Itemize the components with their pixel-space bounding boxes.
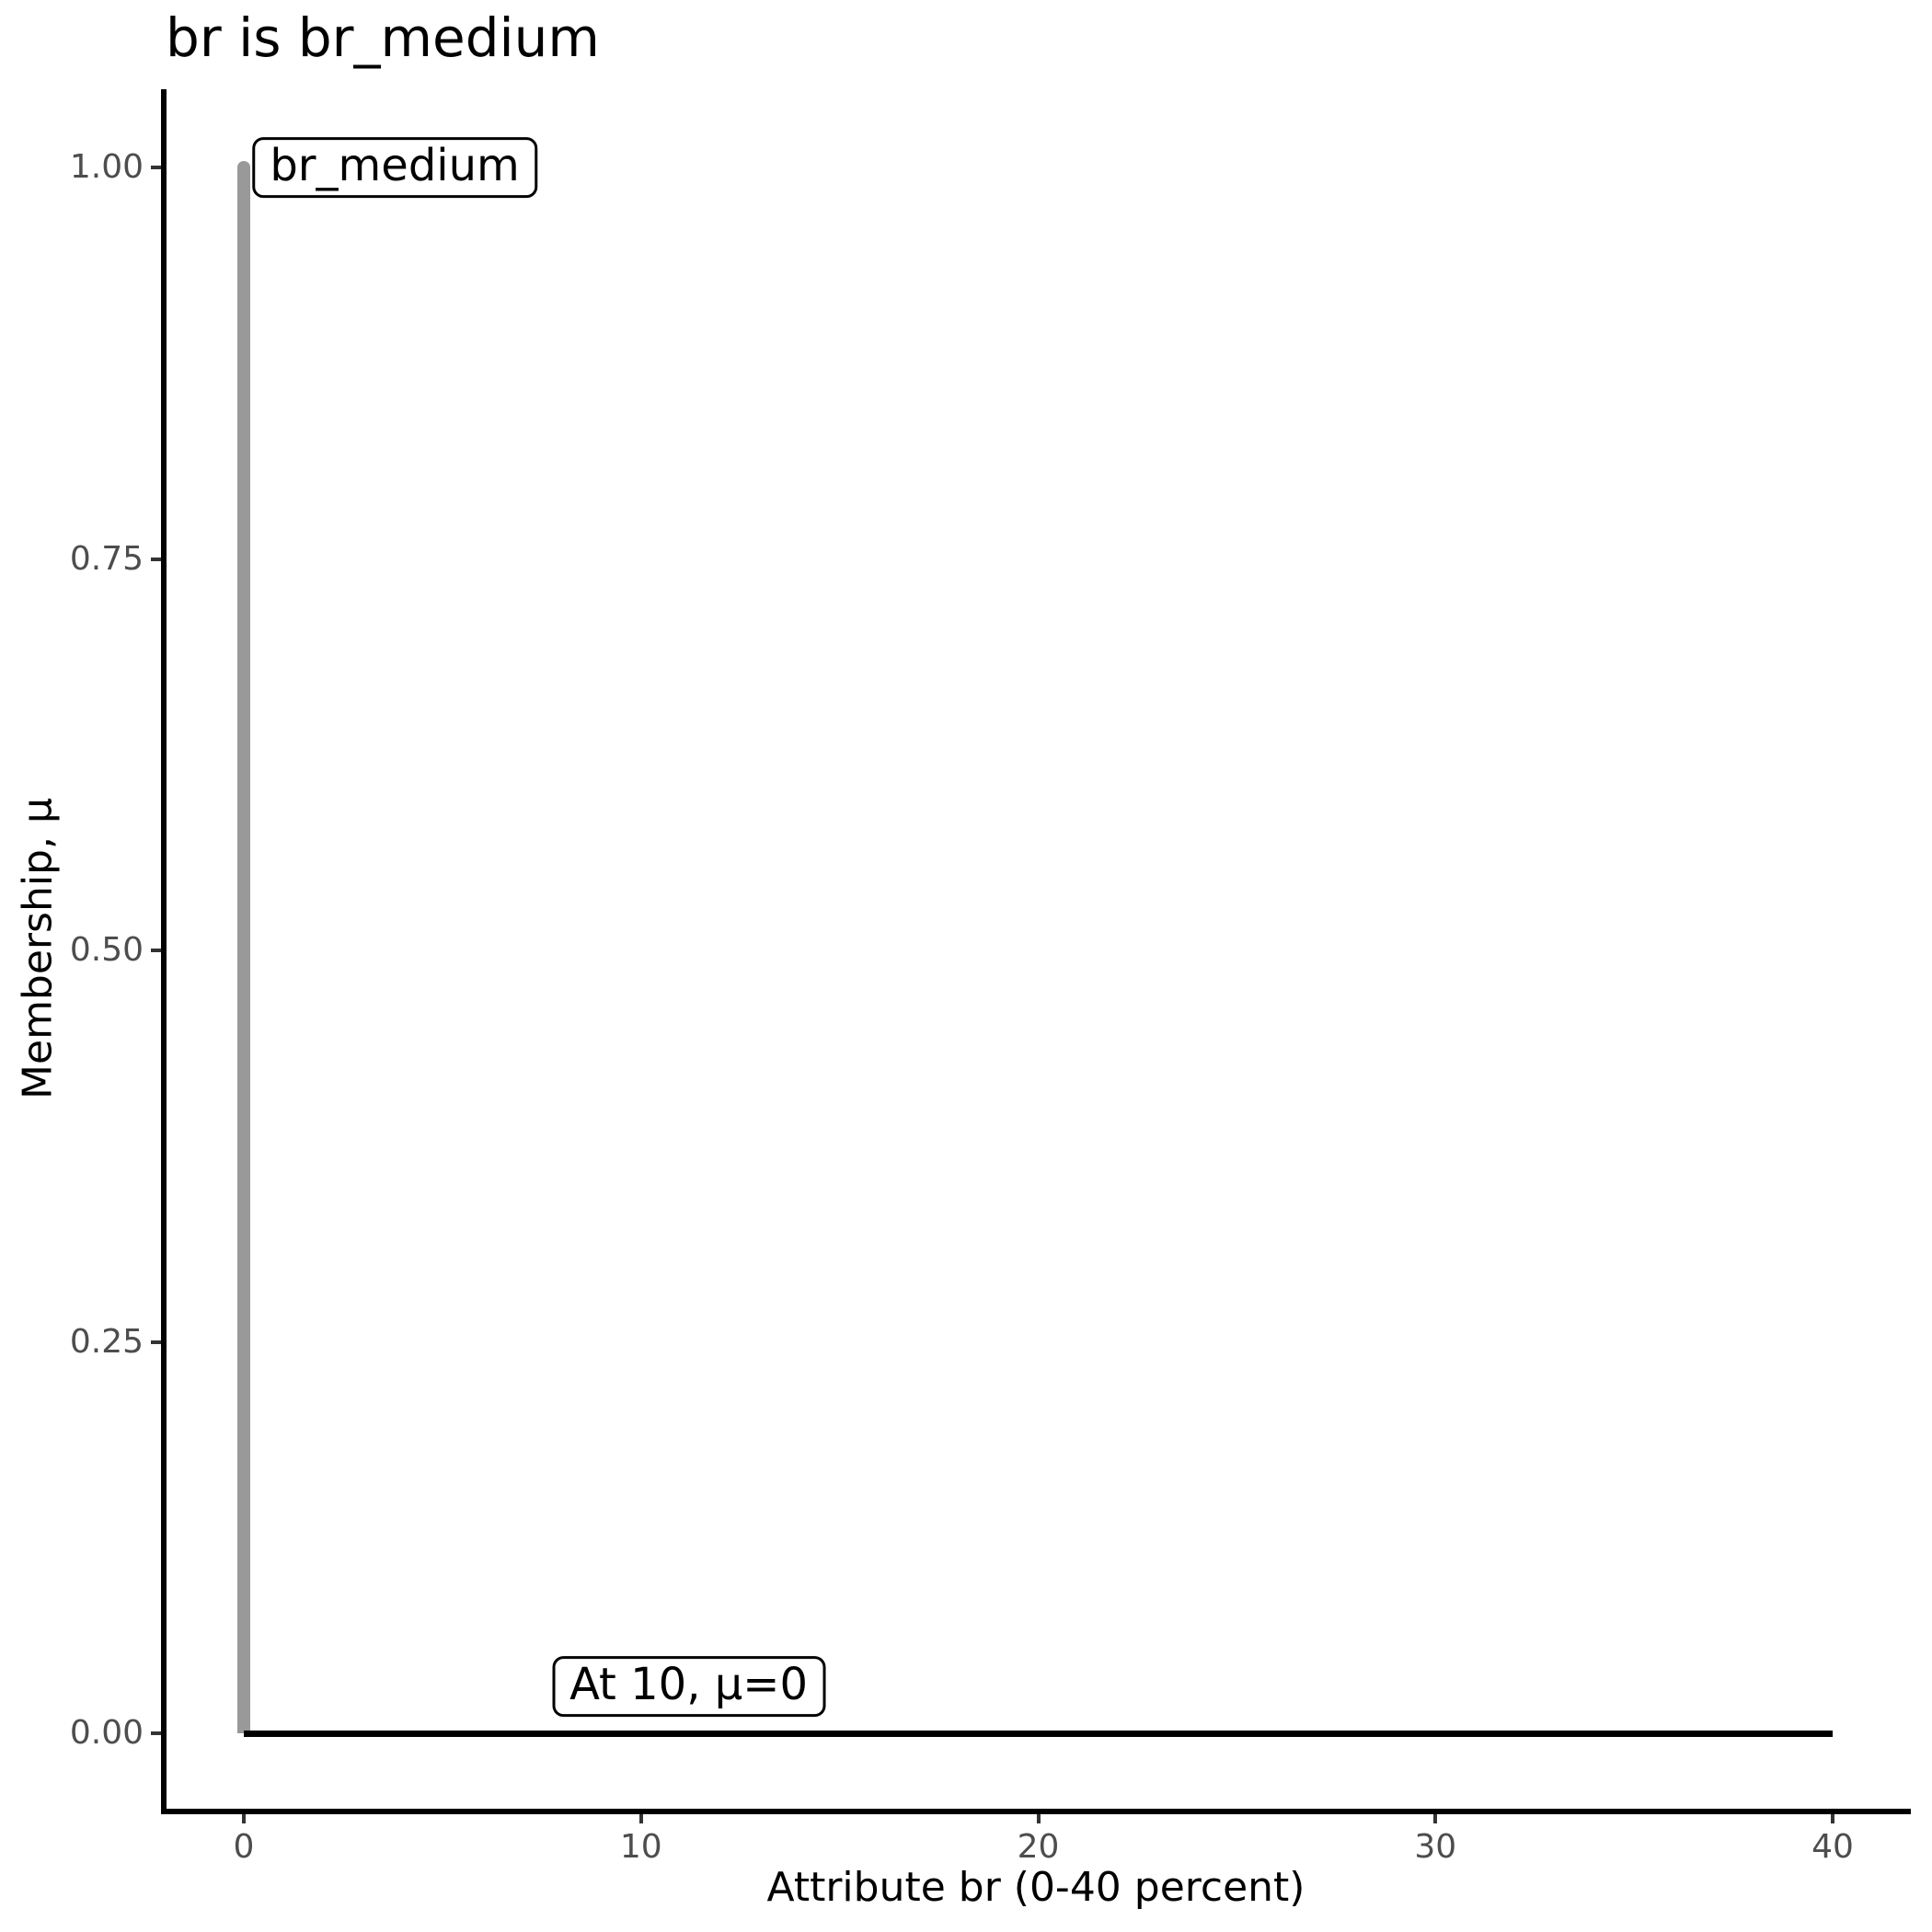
y-axis-line xyxy=(161,89,167,1814)
x-tick-mark xyxy=(1831,1814,1834,1823)
y-tick-label: 0.00 xyxy=(69,1714,144,1752)
annotation-label-br-medium: br_medium xyxy=(252,137,537,198)
y-tick-label: 0.50 xyxy=(69,931,144,969)
y-tick-label: 0.25 xyxy=(69,1322,144,1361)
x-tick-mark xyxy=(242,1814,246,1823)
y-tick-mark xyxy=(151,949,161,952)
x-tick-mark xyxy=(1433,1814,1438,1823)
x-tick-label: 20 xyxy=(1017,1828,1060,1866)
y-tick-mark xyxy=(151,557,161,561)
y-tick-label: 1.00 xyxy=(69,148,144,186)
x-axis-line xyxy=(161,1809,1911,1814)
x-tick-label: 30 xyxy=(1414,1828,1457,1866)
y-axis-title: Membership, μ xyxy=(14,798,62,1099)
y-tick-mark xyxy=(151,1731,161,1735)
y-tick-mark xyxy=(151,166,161,169)
x-tick-label: 10 xyxy=(619,1828,662,1866)
series-line-zero-baseline xyxy=(244,1730,1833,1737)
chart-title: br is br_medium xyxy=(166,6,600,69)
annotation-label-at-10: At 10, μ=0 xyxy=(552,1656,826,1717)
x-axis-title: Attribute br (0-40 percent) xyxy=(766,1864,1305,1911)
x-tick-label: 0 xyxy=(233,1828,255,1866)
x-tick-mark xyxy=(638,1814,643,1823)
y-tick-label: 0.75 xyxy=(69,539,144,578)
x-tick-label: 40 xyxy=(1811,1828,1854,1866)
series-line-membership-spike xyxy=(237,161,250,1733)
y-tick-mark xyxy=(151,1340,161,1344)
x-tick-mark xyxy=(1036,1814,1041,1823)
